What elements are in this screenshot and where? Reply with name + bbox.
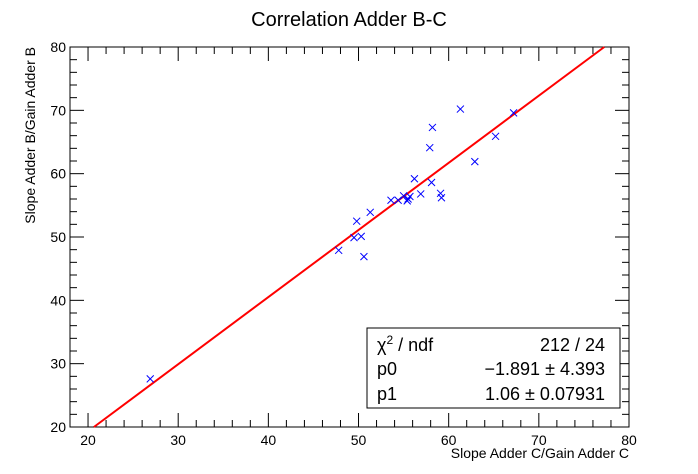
- stats-chi2-label: χ2 / ndf: [377, 333, 434, 355]
- fit-line-group: [93, 46, 605, 428]
- data-point: [428, 123, 437, 132]
- data-point-stroke: [394, 196, 403, 205]
- data-point: [404, 195, 412, 203]
- stats-p1-value: 1.06 ± 0.07931: [485, 384, 605, 404]
- y-axis-ticks: [70, 46, 629, 428]
- data-point: [357, 232, 366, 241]
- data-point: [394, 196, 403, 205]
- stats-box-frame: [366, 327, 621, 409]
- data-point-stroke: [352, 217, 361, 226]
- y-tick-label: 70: [50, 102, 66, 118]
- x-axis-tick-labels: 20 30 40 50 60 70 80: [80, 432, 637, 448]
- data-point-stroke: [509, 109, 518, 117]
- data-point: [470, 157, 479, 166]
- data-point: [425, 143, 434, 152]
- data-point: [456, 105, 465, 113]
- data-point: [399, 191, 408, 200]
- fit-stats-box: χ2 / ndf 212 / 24 p0 −1.891 ± 4.393 p1 1…: [366, 327, 621, 409]
- data-point: [509, 109, 518, 117]
- data-point-stroke: [425, 143, 434, 152]
- y-tick-label: 80: [50, 39, 66, 55]
- x-tick-label: 60: [441, 432, 457, 448]
- data-point: [146, 375, 155, 383]
- data-point: [366, 208, 375, 217]
- y-tick-label: 20: [50, 419, 66, 435]
- data-point: [360, 252, 368, 261]
- data-point: [387, 196, 395, 205]
- data-point: [416, 190, 425, 198]
- x-tick-label: 40: [261, 432, 277, 448]
- data-point: [334, 246, 343, 255]
- data-point-stroke: [404, 195, 412, 203]
- x-tick-label: 50: [351, 432, 367, 448]
- data-point: [350, 233, 358, 242]
- x-axis-label: Slope Adder C/Gain Adder C: [451, 445, 629, 461]
- stats-p1-label: p1: [377, 384, 397, 404]
- data-point-stroke: [428, 123, 437, 132]
- data-points: [146, 105, 518, 383]
- x-tick-label: 30: [170, 432, 186, 448]
- y-axis-label: Slope Adder B/Gain Adder B: [22, 47, 38, 224]
- data-point-stroke: [357, 232, 366, 241]
- fit-line: [93, 46, 605, 428]
- x-tick-label: 80: [621, 432, 637, 448]
- data-point: [437, 193, 446, 202]
- data-point-stroke: [387, 196, 395, 205]
- x-tick-label: 70: [531, 432, 547, 448]
- data-point-stroke: [146, 375, 155, 383]
- stats-p0-value: −1.891 ± 4.393: [485, 359, 605, 379]
- data-point: [410, 174, 419, 183]
- data-point-stroke: [399, 191, 408, 200]
- data-point: [352, 217, 361, 226]
- y-axis-tick-labels: 20 30 40 50 60 70 80: [50, 39, 66, 435]
- data-point: [403, 197, 412, 205]
- data-point: [491, 132, 500, 141]
- data-point-stroke: [334, 246, 343, 255]
- data-point-stroke: [366, 208, 375, 217]
- data-point-stroke: [403, 197, 412, 205]
- stats-chi2-value: 212 / 24: [540, 335, 605, 355]
- y-tick-label: 30: [50, 356, 66, 372]
- data-point-stroke: [470, 157, 479, 166]
- data-point-stroke: [437, 193, 446, 202]
- data-point-stroke: [436, 189, 445, 198]
- data-point-stroke: [410, 174, 419, 183]
- x-axis-ticks: [69, 47, 630, 427]
- stats-p0-label: p0: [377, 359, 397, 379]
- data-point-stroke: [350, 233, 358, 242]
- y-tick-label: 40: [50, 292, 66, 308]
- y-tick-label: 50: [50, 229, 66, 245]
- data-point-stroke: [491, 132, 500, 141]
- data-point-stroke: [416, 190, 425, 198]
- chart-title: Correlation Adder B-C: [251, 9, 447, 31]
- y-tick-label: 60: [50, 166, 66, 182]
- data-point: [427, 178, 436, 187]
- data-point-stroke: [427, 178, 436, 187]
- data-point-stroke: [456, 105, 465, 113]
- x-tick-label: 20: [80, 432, 96, 448]
- data-point-stroke: [360, 252, 368, 261]
